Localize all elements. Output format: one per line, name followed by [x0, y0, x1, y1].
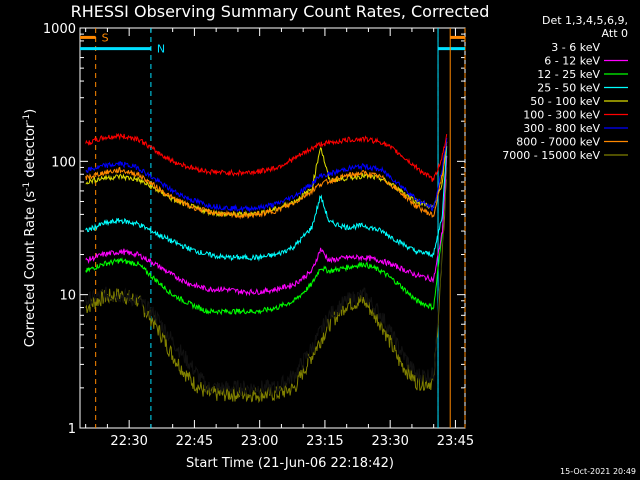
x-tick-label: 23:30	[371, 434, 408, 449]
series-group	[85, 132, 448, 404]
attenuator-markers: SN	[80, 28, 466, 428]
legend-label: 800 - 7000 keV	[516, 136, 600, 149]
legend-label: 3 - 6 keV	[551, 41, 600, 54]
x-axis-ticks: 22:30 22:45 23:00 23:15 23:30 23:45	[85, 28, 474, 449]
series-line	[85, 155, 448, 316]
legend-label: 50 - 100 keV	[530, 95, 600, 108]
legend-label: 7000 - 15000 keV	[502, 149, 600, 162]
y-axis-label-part3: )	[23, 109, 38, 114]
y-axis-label-sup1: -1	[22, 182, 32, 191]
chart-title: RHESSI Observing Summary Count Rates, Co…	[71, 2, 490, 21]
footer-timestamp: 15-Oct-2021 20:49	[560, 467, 636, 476]
marker-label: S	[102, 31, 109, 44]
x-tick-label: 22:30	[110, 434, 147, 449]
legend-label: 100 - 300 keV	[523, 109, 600, 122]
legend-label: 300 - 800 keV	[523, 122, 600, 135]
legend-header-2: Att 0	[602, 27, 628, 40]
marker-label: N	[157, 43, 165, 56]
legend-label: 25 - 50 keV	[537, 82, 600, 95]
x-tick-label: 23:15	[306, 434, 343, 449]
y-tick-label: 10	[59, 289, 76, 304]
series-line	[85, 137, 448, 213]
x-axis-label: Start Time (21-Jun-06 22:18:42)	[186, 456, 394, 471]
x-tick-label: 22:45	[176, 434, 213, 449]
y-axis-ticks: 1 10 100 1000	[43, 22, 465, 437]
y-tick-label: 100	[51, 155, 76, 170]
y-axis-label-sup2: -1	[22, 114, 32, 123]
series-line	[85, 161, 448, 397]
legend-label: 12 - 25 keV	[537, 68, 600, 81]
series-line	[85, 155, 448, 297]
x-tick-label: 23:00	[241, 434, 278, 449]
legend-label: 6 - 12 keV	[544, 55, 600, 68]
series-line	[85, 146, 448, 262]
y-axis-label-part1: Corrected Count Rate (s	[23, 191, 38, 348]
x-tick-label: 23:45	[437, 434, 474, 449]
y-axis-label-part2: detector	[23, 122, 38, 182]
series-line	[85, 141, 448, 220]
legend-header-1: Det 1,3,4,5,6,9,	[542, 14, 628, 27]
series-line	[85, 132, 448, 182]
y-tick-label: 1	[68, 422, 76, 437]
y-axis-label: Corrected Count Rate (s-1 detector-1)	[22, 109, 38, 347]
y-tick-label: 1000	[43, 22, 76, 37]
